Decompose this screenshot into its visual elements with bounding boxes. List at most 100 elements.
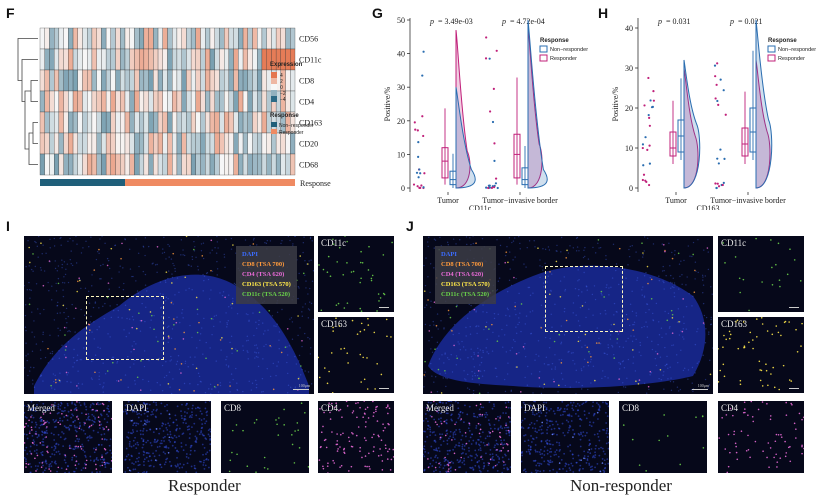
nucleus-dot [478, 444, 481, 447]
marker-dot [777, 242, 780, 245]
nucleus-dot [594, 466, 596, 469]
heatmap-cell [96, 153, 102, 176]
nucleus-dot [28, 289, 31, 291]
heatmap-cell [63, 69, 69, 92]
heatmap-cell [257, 48, 263, 71]
nucleus-dot [424, 413, 427, 415]
nucleus-dot [559, 280, 562, 282]
nucleus-dot [589, 452, 592, 455]
nucleus-dot [108, 444, 111, 447]
marker-dot [427, 466, 430, 469]
nucleus-dot [539, 259, 541, 261]
nucleus-dot [28, 408, 31, 411]
heatmap-cell [205, 132, 211, 155]
heatmap-cell [214, 69, 220, 92]
marker-dot [460, 456, 462, 459]
nucleus-dot [596, 327, 598, 329]
nucleus-dot [478, 439, 480, 441]
micrograph-i-cd8: CD8 [221, 401, 309, 473]
marker-dot [293, 462, 296, 464]
nucleus-dot [143, 412, 146, 415]
heatmap-cell [68, 69, 74, 92]
marker-dot [75, 435, 78, 437]
nucleus-dot [523, 263, 525, 265]
nucleus-dot [76, 243, 78, 245]
nucleus-dot [517, 323, 519, 326]
nucleus-dot [253, 237, 255, 240]
heatmap-cell [285, 132, 291, 155]
marker-dot [337, 448, 339, 450]
nucleus-dot [585, 401, 588, 403]
heatmap-cell [134, 48, 140, 71]
marker-dot [168, 337, 170, 339]
nucleus-dot [116, 379, 118, 382]
nucleus-dot [104, 242, 106, 245]
nucleus-dot [175, 436, 178, 439]
nucleus-dot [148, 403, 151, 406]
nucleus-dot [433, 267, 435, 269]
nucleus-dot [457, 461, 460, 464]
heatmap-cell [162, 132, 168, 155]
nucleus-dot [485, 411, 488, 414]
box [441, 147, 449, 179]
nucleus-dot [143, 365, 146, 368]
heatmap-cell [82, 111, 88, 134]
nucleus-dot [573, 432, 576, 435]
heatmap-cell [205, 48, 211, 71]
nucleus-dot [139, 433, 142, 436]
marker-dot [742, 321, 745, 323]
marker-dot [31, 429, 33, 431]
marker-dot [789, 460, 792, 463]
nucleus-dot [247, 351, 249, 354]
nucleus-dot [59, 237, 61, 240]
marker-dot [739, 383, 742, 386]
marker-dot [359, 353, 362, 356]
marker-dot [789, 445, 791, 448]
marker-dot [48, 468, 50, 470]
nucleus-dot [180, 239, 183, 241]
nucleus-dot [106, 413, 108, 416]
nucleus-dot [99, 403, 102, 405]
legend-title: Response [768, 38, 797, 44]
marker-dot [272, 388, 275, 391]
nucleus-dot [289, 239, 291, 242]
nucleus-dot [71, 456, 74, 459]
jitter-point [724, 113, 727, 116]
expression-legend-swatch [271, 90, 277, 96]
nucleus-dot [155, 441, 157, 444]
heatmap-cell [110, 90, 116, 113]
jitter-point [494, 182, 498, 185]
nucleus-dot [49, 405, 52, 408]
marker-dot [359, 406, 361, 409]
nucleus-dot [60, 237, 62, 239]
nucleus-dot [704, 275, 706, 277]
nucleus-dot [594, 447, 597, 450]
marker-dot [565, 319, 568, 322]
marker-dot [360, 310, 363, 312]
heatmap-cell [200, 132, 206, 155]
nucleus-dot [77, 382, 80, 385]
nucleus-dot [498, 263, 500, 265]
nucleus-dot [147, 380, 150, 383]
nucleus-dot [294, 236, 296, 238]
nucleus-dot [481, 458, 484, 461]
marker-dot [88, 425, 91, 428]
nucleus-dot [532, 459, 535, 462]
nucleus-dot [546, 449, 549, 452]
nucleus-dot [171, 444, 174, 447]
nucleus-dot [427, 241, 429, 243]
nucleus-dot [423, 430, 425, 433]
nucleus-dot [642, 253, 644, 256]
nucleus-dot [610, 286, 612, 289]
nucleus-dot [135, 447, 138, 450]
nucleus-dot [459, 349, 462, 351]
nucleus-dot [93, 460, 95, 463]
heatmap-cell [238, 90, 244, 113]
nucleus-dot [101, 454, 103, 457]
micrograph-j-cd11c: CD11c [718, 236, 804, 312]
nucleus-dot [469, 436, 472, 439]
x-tick-label: Tumor−invasive border [482, 196, 558, 205]
nucleus-dot [168, 424, 171, 427]
nucleus-dot [202, 273, 204, 276]
heatmap-cell [247, 132, 253, 155]
